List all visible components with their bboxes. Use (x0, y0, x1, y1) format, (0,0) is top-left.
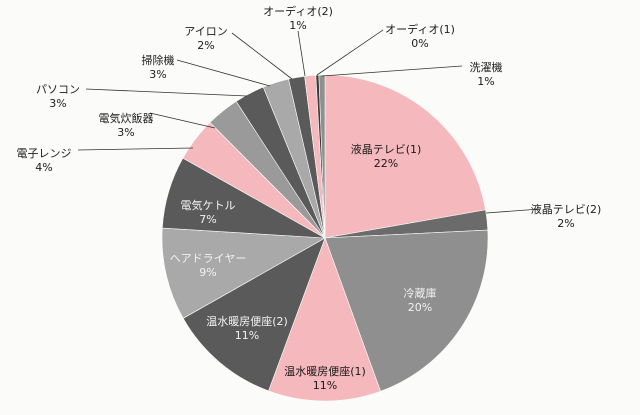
slice-5 (161, 227, 327, 319)
leader-line (176, 59, 271, 87)
slice-3 (268, 237, 381, 402)
slice-percent-label: 1% (477, 75, 494, 88)
slice-percent-label: 4% (35, 161, 52, 174)
leader-line (297, 30, 306, 77)
slice-name-label: 冷蔵庫 (404, 286, 437, 300)
slice-name-label: パソコン (36, 83, 80, 96)
slice-percent-label: 3% (117, 126, 134, 139)
slice-name-label: 温水暖房便座(1) (284, 364, 366, 378)
slice-percent-label: 11% (313, 379, 337, 392)
slice-percent-label: 2% (557, 217, 574, 230)
slice-name-label: オーディオ(1) (385, 22, 455, 36)
leader-line (77, 147, 194, 151)
slice-name-label: 電気ケトル (181, 198, 236, 212)
leader-line (485, 208, 541, 214)
leader-line (231, 32, 293, 80)
leader-lines (77, 29, 541, 214)
slice-name-label: 液晶テレビ(2) (531, 202, 602, 216)
slice-percent-label: 22% (374, 157, 398, 170)
leader-line (321, 65, 463, 77)
slice-name-label: 掃除機 (142, 53, 175, 67)
slice-percent-label: 11% (235, 329, 259, 342)
slice-name-label: 電子レンジ (17, 147, 72, 160)
leader-line (316, 29, 384, 76)
slice-percent-label: 3% (49, 97, 66, 110)
slice-percent-label: 0% (411, 37, 428, 50)
slice-name-label: オーディオ(2) (263, 4, 333, 18)
slice-percent-label: 20% (408, 301, 432, 314)
leader-line (85, 88, 248, 97)
slice-name-label: 液晶テレビ(1) (351, 142, 422, 156)
leader-line (149, 112, 216, 129)
slice-14 (318, 74, 326, 239)
slice-0 (324, 74, 486, 239)
slice-name-label: アイロン (184, 25, 227, 38)
slice-percent-label: 7% (199, 213, 216, 226)
slice-name-label: ヘアドライヤー (170, 252, 247, 265)
slice-percent-label: 2% (197, 39, 214, 52)
pie-slices (161, 74, 489, 402)
slice-percent-label: 3% (149, 68, 166, 81)
slice-4 (182, 237, 326, 392)
slice-name-label: 電気炊飯器 (99, 111, 154, 125)
slice-name-label: 洗濯機 (470, 60, 503, 74)
slice-percent-label: 1% (289, 19, 306, 32)
slice-2 (324, 229, 489, 392)
slice-percent-label: 9% (199, 266, 216, 279)
slice-labels: 液晶テレビ(1)22%液晶テレビ(2)2%冷蔵庫20%温水暖房便座(1)11%温… (17, 4, 602, 392)
slice-name-label: 温水暖房便座(2) (206, 314, 288, 328)
